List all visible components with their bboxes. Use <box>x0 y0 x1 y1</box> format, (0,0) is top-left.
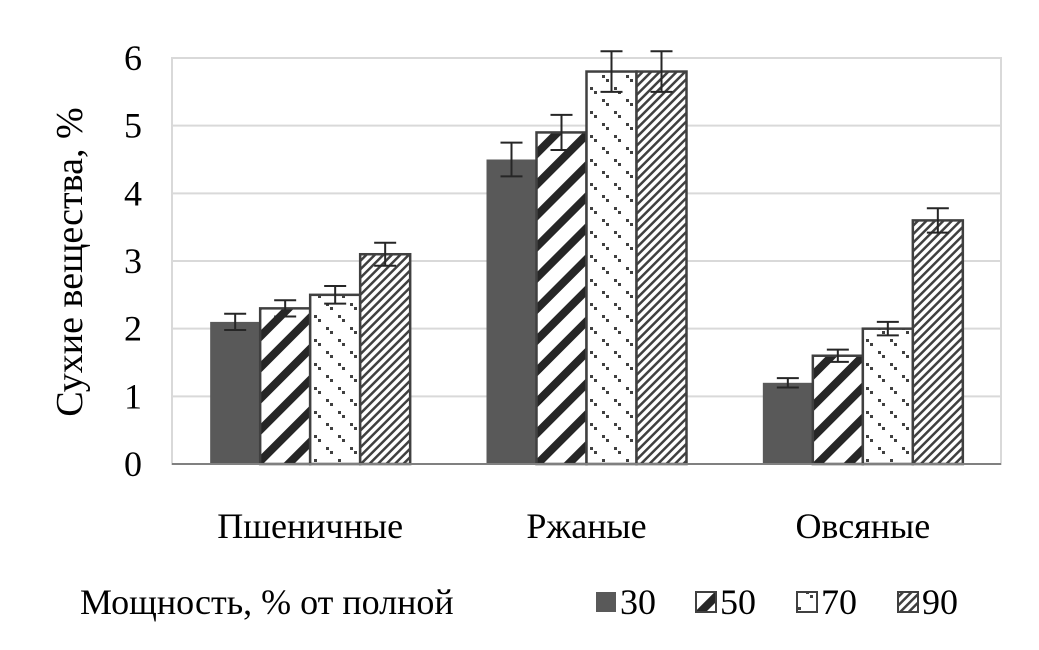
bar-70-1 <box>308 293 362 466</box>
error-bar-90-3 <box>926 207 949 234</box>
error-bar-70-1 <box>324 285 347 305</box>
x-axis-categories: Пшеничные Ржаные Овсяные <box>217 506 930 546</box>
error-bar-50-3 <box>826 348 849 363</box>
legend-label: 30 <box>620 582 656 622</box>
legend-items: 30 50 70 90 <box>596 582 958 622</box>
error-bar-90-2 <box>650 50 673 93</box>
legend-label: 70 <box>821 582 857 622</box>
legend-swatch <box>596 592 616 612</box>
error-bar-70-3 <box>876 320 899 337</box>
y-axis-title: Сухие вещества, % <box>49 107 91 416</box>
y-tick-label: 0 <box>124 444 142 484</box>
bar-30-3 <box>762 382 813 464</box>
legend-title: Мощность, % от полной <box>80 582 454 622</box>
error-bar-50-2 <box>550 113 573 152</box>
bar-70-2 <box>585 70 638 466</box>
y-tick-label: 2 <box>124 309 142 349</box>
legend-item-50: 50 <box>695 582 756 622</box>
legend-label: 90 <box>922 582 958 622</box>
x-category-label: Овсяные <box>795 506 930 546</box>
bar-50-2 <box>535 131 588 466</box>
error-bar-30-2 <box>500 141 523 178</box>
bar-30-1 <box>210 321 261 464</box>
legend-item-90: 90 <box>897 582 958 622</box>
error-bar-90-1 <box>374 241 397 267</box>
x-category-label: Ржаные <box>526 506 646 546</box>
y-axis-ticks: 0 1 2 3 4 5 6 <box>124 38 142 484</box>
legend-item-30: 30 <box>596 582 656 622</box>
y-tick-label: 5 <box>124 106 142 146</box>
y-tick-label: 4 <box>124 173 142 213</box>
error-bar-30-1 <box>224 312 247 332</box>
bar-series <box>210 70 965 466</box>
bar-50-3 <box>811 354 865 466</box>
bar-70-3 <box>861 327 915 466</box>
legend-swatch <box>796 591 818 613</box>
legend-swatch <box>897 591 919 613</box>
legend-label: 50 <box>720 582 756 622</box>
legend-item-70: 70 <box>796 582 857 622</box>
bar-50-1 <box>258 307 312 466</box>
error-bar-70-2 <box>600 50 623 93</box>
y-tick-label: 6 <box>124 38 142 78</box>
bar-30-2 <box>486 159 537 464</box>
error-bar-30-3 <box>776 377 799 389</box>
x-category-label: Пшеничные <box>217 506 403 546</box>
error-bars <box>224 50 949 389</box>
bar-90-3 <box>911 219 965 466</box>
bar-90-2 <box>635 70 688 466</box>
y-tick-label: 1 <box>124 376 142 416</box>
legend: Мощность, % от полной 30 50 70 90 <box>80 582 958 622</box>
bar-90-1 <box>358 252 412 466</box>
error-bar-50-1 <box>274 299 297 318</box>
legend-swatch <box>695 591 717 613</box>
y-tick-label: 3 <box>124 241 142 281</box>
